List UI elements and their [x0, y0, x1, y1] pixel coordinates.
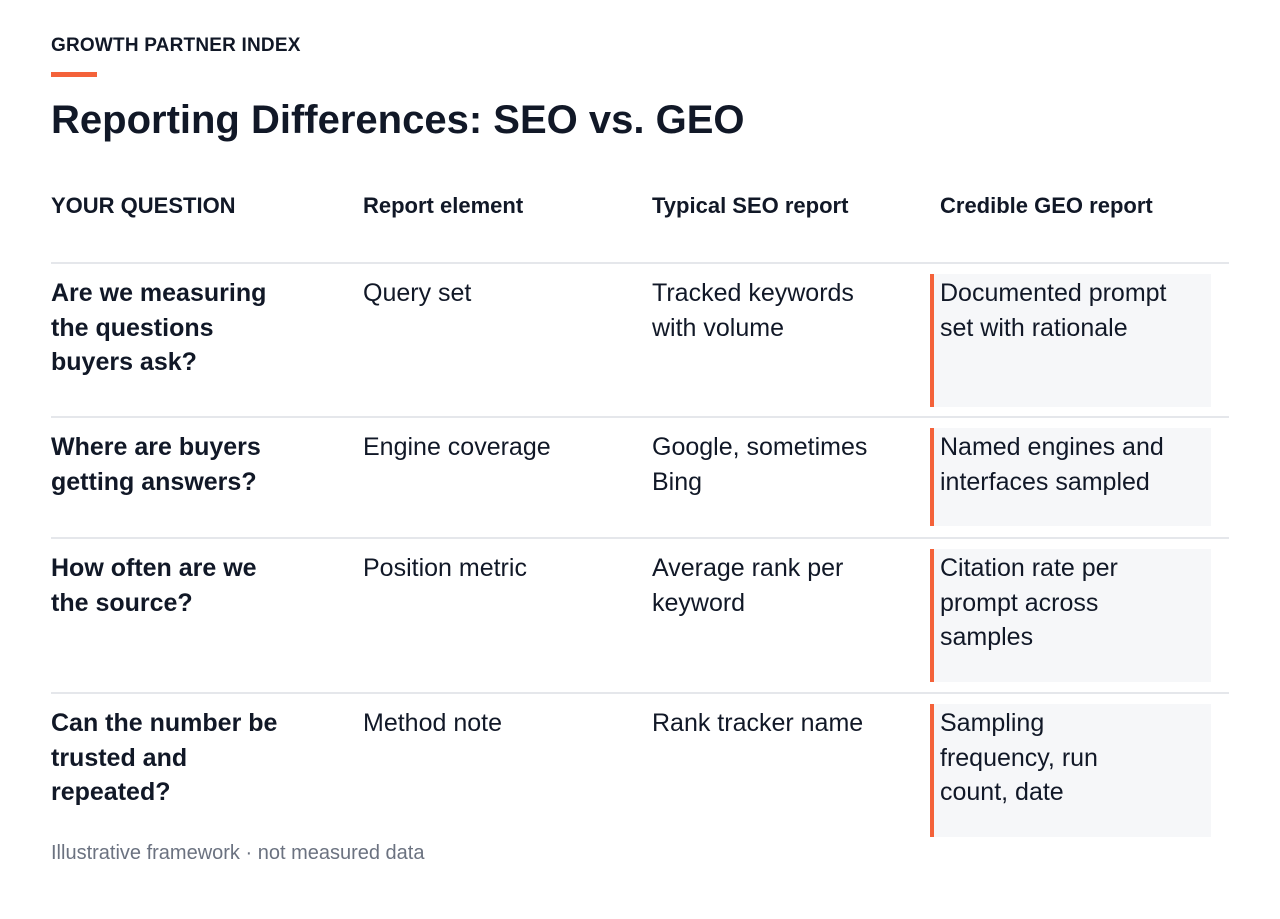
- geo-highlight: Citation rate per prompt across samples: [930, 549, 1211, 682]
- row-question: How often are we the source?: [51, 554, 257, 617]
- geo-highlight: Documented prompt set with rationale: [930, 274, 1211, 407]
- table-row: Where are buyers getting answers? Engine…: [51, 416, 1229, 538]
- row-seo: Rank tracker name: [652, 709, 864, 737]
- row-geo: Sampling frequency, run count, date: [940, 709, 1098, 806]
- accent-bar: [51, 72, 97, 77]
- footnote: Illustrative framework · not measured da…: [51, 842, 425, 864]
- table-row: How often are we the source? Position me…: [51, 537, 1229, 694]
- page-title: Reporting Differences: SEO vs. GEO: [51, 98, 745, 142]
- row-question: Can the number be trusted and repeated?: [51, 709, 278, 806]
- table-row: Can the number be trusted and repeated? …: [51, 692, 1229, 842]
- header-your-question: YOUR QUESTION: [51, 193, 236, 218]
- row-geo: Named engines and interfaces sampled: [940, 433, 1164, 496]
- table-row: Are we measuring the questions buyers as…: [51, 262, 1229, 418]
- table-header: YOUR QUESTION Report element Typical SEO…: [51, 192, 1229, 222]
- row-question: Where are buyers getting answers?: [51, 433, 261, 496]
- row-geo: Citation rate per prompt across samples: [940, 554, 1118, 651]
- header-typical-seo-report: Typical SEO report: [652, 193, 849, 218]
- header-report-element: Report element: [363, 193, 524, 218]
- row-element: Method note: [363, 709, 502, 737]
- row-element: Engine coverage: [363, 433, 551, 461]
- row-seo: Google, sometimes Bing: [652, 433, 868, 496]
- row-seo: Tracked keywords with volume: [652, 279, 854, 342]
- geo-highlight: Sampling frequency, run count, date: [930, 704, 1211, 837]
- row-geo: Documented prompt set with rationale: [940, 279, 1167, 342]
- header-credible-geo-report: Credible GEO report: [940, 193, 1153, 218]
- eyebrow-label: GROWTH PARTNER INDEX: [51, 35, 301, 56]
- row-question: Are we measuring the questions buyers as…: [51, 279, 267, 376]
- row-element: Position metric: [363, 554, 527, 582]
- page: GROWTH PARTNER INDEX Reporting Differenc…: [51, 0, 1229, 919]
- row-element: Query set: [363, 279, 472, 307]
- geo-highlight: Named engines and interfaces sampled: [930, 428, 1211, 526]
- row-seo: Average rank per keyword: [652, 554, 844, 617]
